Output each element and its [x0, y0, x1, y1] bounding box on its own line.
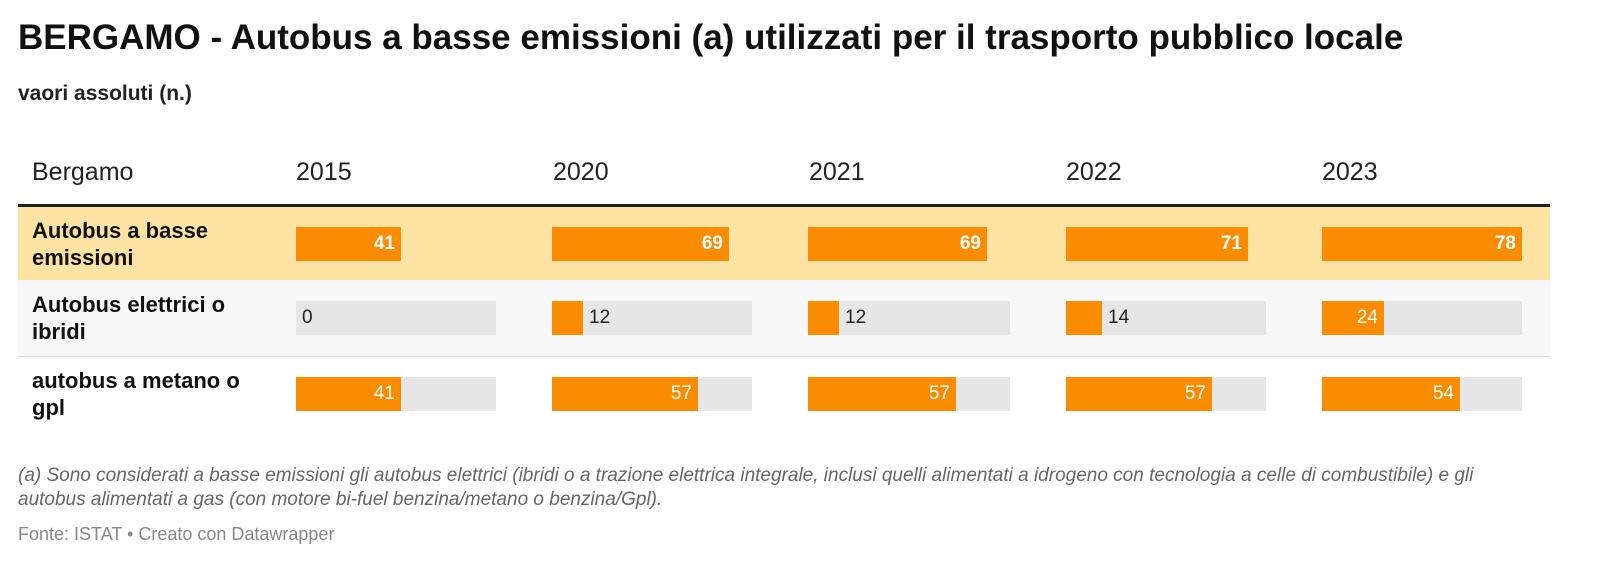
bar-track: 14: [1066, 301, 1266, 335]
bar-track: 0: [296, 301, 496, 335]
table-row: autobus a metano o gpl 41 57 57 57 54: [18, 357, 1550, 430]
bar: [808, 226, 987, 261]
bar-track: 69: [808, 226, 1010, 261]
column-header-2020: 2020: [553, 158, 609, 186]
row-label: Autobus elettrici o ibridi: [32, 292, 226, 344]
bar: [552, 376, 698, 411]
data-label: 12: [845, 307, 867, 328]
bar: [1322, 226, 1522, 261]
data-label: 78: [1494, 232, 1516, 254]
bar: [296, 376, 401, 411]
data-label: 69: [701, 232, 723, 254]
bar-track: 54: [1322, 376, 1522, 411]
row-header-label: Bergamo: [32, 158, 134, 186]
column-header-2021: 2021: [809, 158, 865, 186]
bar-track: 57: [808, 376, 1010, 411]
row-label: Autobus a basse emissioni: [32, 217, 209, 270]
bar: [808, 301, 839, 335]
bar: [1322, 301, 1384, 335]
bar-track: 71: [1066, 226, 1266, 261]
bar-track: 57: [1066, 376, 1266, 411]
data-label: 54: [1432, 382, 1454, 404]
bar: [1066, 301, 1102, 335]
chart-subtitle: vaori assoluti (n.): [18, 82, 192, 105]
bar: [552, 301, 583, 335]
bar-track: 12: [808, 301, 1010, 335]
bar: [808, 376, 956, 411]
data-label: 14: [1108, 307, 1130, 328]
bar: [1322, 376, 1460, 411]
bar-track: 41: [296, 226, 496, 261]
bar-track: 24: [1322, 301, 1522, 335]
table-row: Autobus a basse emissioni 41 69 69 71 78: [18, 207, 1550, 280]
column-header-2022: 2022: [1066, 158, 1122, 186]
column-header-2023: 2023: [1322, 158, 1378, 186]
data-label: 71: [1220, 232, 1242, 254]
data-label: 41: [373, 232, 395, 254]
data-label: 57: [670, 382, 692, 404]
bar: [552, 226, 729, 261]
bar-track: 12: [552, 301, 752, 335]
data-label: 69: [959, 232, 981, 254]
bar-track: 69: [552, 226, 752, 261]
data-label: 57: [928, 382, 950, 404]
data-label: 0: [302, 307, 313, 328]
table-header: Bergamo 2015 2020 2021 2022 2023: [18, 148, 1550, 207]
bar-track: 78: [1322, 226, 1522, 261]
data-label: 57: [1184, 382, 1206, 404]
row-label: autobus a metano o gpl: [32, 367, 240, 420]
bar-track: 41: [296, 376, 496, 411]
column-header-2015: 2015: [296, 158, 352, 186]
chart-title: BERGAMO - Autobus a basse emissioni (a) …: [18, 18, 1404, 57]
table-row: Autobus elettrici o ibridi 0 12 12 14 24: [18, 280, 1550, 357]
data-label: 24: [1356, 307, 1378, 328]
bar: [1066, 376, 1212, 411]
data-label: 41: [373, 382, 395, 404]
footnote: (a) Sono considerati a basse emissioni g…: [18, 465, 1474, 510]
source-credit: Fonte: ISTAT • Creato con Datawrapper: [18, 524, 335, 544]
bar: [1066, 226, 1248, 261]
bar: [296, 226, 401, 261]
data-label: 12: [589, 307, 611, 328]
bar-track: 57: [552, 376, 752, 411]
